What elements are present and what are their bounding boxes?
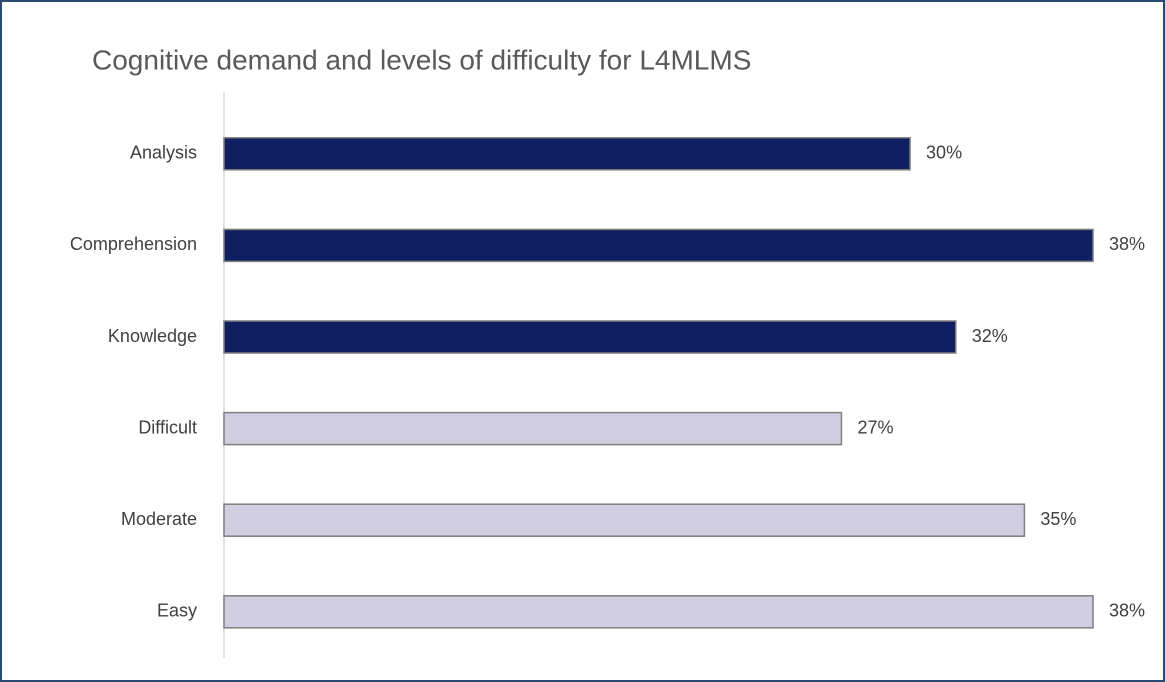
value-label: 30% bbox=[926, 143, 962, 163]
bar bbox=[223, 411, 843, 446]
value-label: 38% bbox=[1109, 234, 1145, 254]
value-label: 32% bbox=[972, 326, 1008, 346]
category-label: Difficult bbox=[138, 417, 197, 437]
bar bbox=[223, 503, 1026, 537]
value-label: 35% bbox=[1040, 509, 1076, 529]
bar bbox=[223, 320, 957, 354]
bar bbox=[223, 137, 911, 171]
category-label: Comprehension bbox=[70, 234, 197, 254]
category-label: Analysis bbox=[130, 143, 197, 163]
category-label: Moderate bbox=[121, 509, 197, 529]
category-label: Easy bbox=[157, 601, 197, 621]
value-label: 27% bbox=[857, 417, 893, 437]
category-label: Knowledge bbox=[108, 326, 197, 346]
chart-title: Cognitive demand and levels of difficult… bbox=[92, 44, 751, 75]
bar bbox=[223, 595, 1094, 629]
bar bbox=[223, 228, 1094, 263]
value-label: 38% bbox=[1109, 601, 1145, 621]
